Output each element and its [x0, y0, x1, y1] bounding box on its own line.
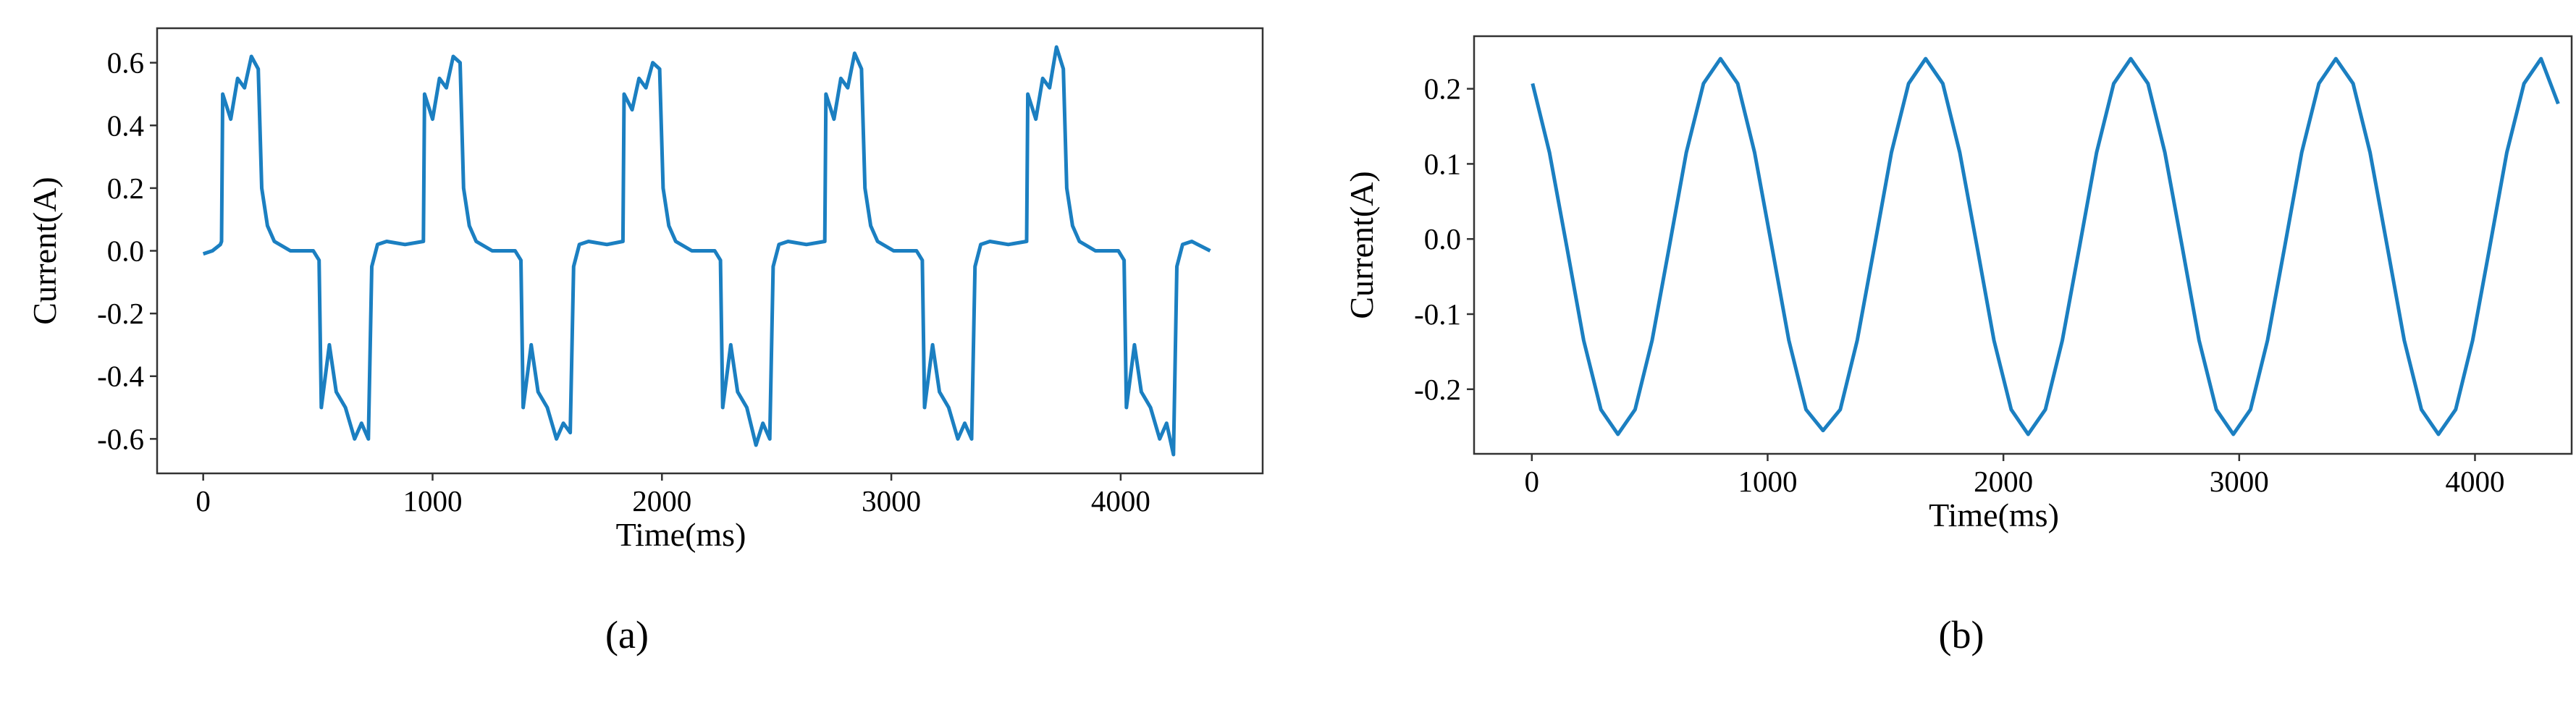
x-tick-label: 0: [1525, 465, 1540, 498]
caption: (b): [1939, 613, 1984, 657]
x-tick-label: 3000: [862, 484, 921, 518]
y-tick-label: 0.2: [1424, 72, 1461, 106]
x-tick-label: 1000: [403, 484, 462, 518]
y-tick-label: 0.2: [107, 172, 144, 205]
y-tick-label: -0.2: [97, 297, 144, 330]
y-tick-label: 0.4: [107, 109, 144, 142]
data-line: [202, 45, 1211, 457]
x-tick-label: 0: [195, 484, 211, 518]
x-axis-label: Time(ms): [616, 516, 746, 553]
y-tick-label: 0.0: [1424, 222, 1461, 256]
y-tick-label: -0.1: [1414, 297, 1461, 331]
x-tick-label: 2000: [632, 484, 691, 518]
chart: 0 1000 2000 3000 4000 -0.6 -0.4 -0.2 0.0 0.2 0.4 0.…: [26, 27, 1264, 657]
caption: (a): [605, 613, 649, 657]
y-tick-label: 0.6: [107, 46, 144, 80]
y-tick-label: -0.4: [97, 360, 144, 393]
y-tick-label: -0.6: [97, 422, 144, 455]
x-tick-label: 2000: [1974, 465, 2033, 498]
y-axis-label: Current(A): [1343, 171, 1380, 318]
x-axis-label: Time(ms): [1929, 497, 2059, 533]
x-tick-label: 1000: [1738, 465, 1797, 498]
y-axis-label: Current(A): [26, 177, 63, 324]
y-tick-label: 0.1: [1424, 147, 1461, 180]
x-tick-label: 3000: [2210, 465, 2269, 498]
x-tick-label: 4000: [1091, 484, 1150, 518]
data-line: [1531, 56, 2560, 436]
chart: 0 1000 2000 3000 4000 -0.2 -0.1 0.0 0.1 0.2 Time(m…: [1343, 35, 2573, 657]
plot-frame: [1473, 35, 2573, 455]
y-tick-label: -0.2: [1414, 373, 1461, 406]
y-tick-label: 0.0: [107, 235, 144, 268]
x-tick-label: 4000: [2445, 465, 2504, 498]
